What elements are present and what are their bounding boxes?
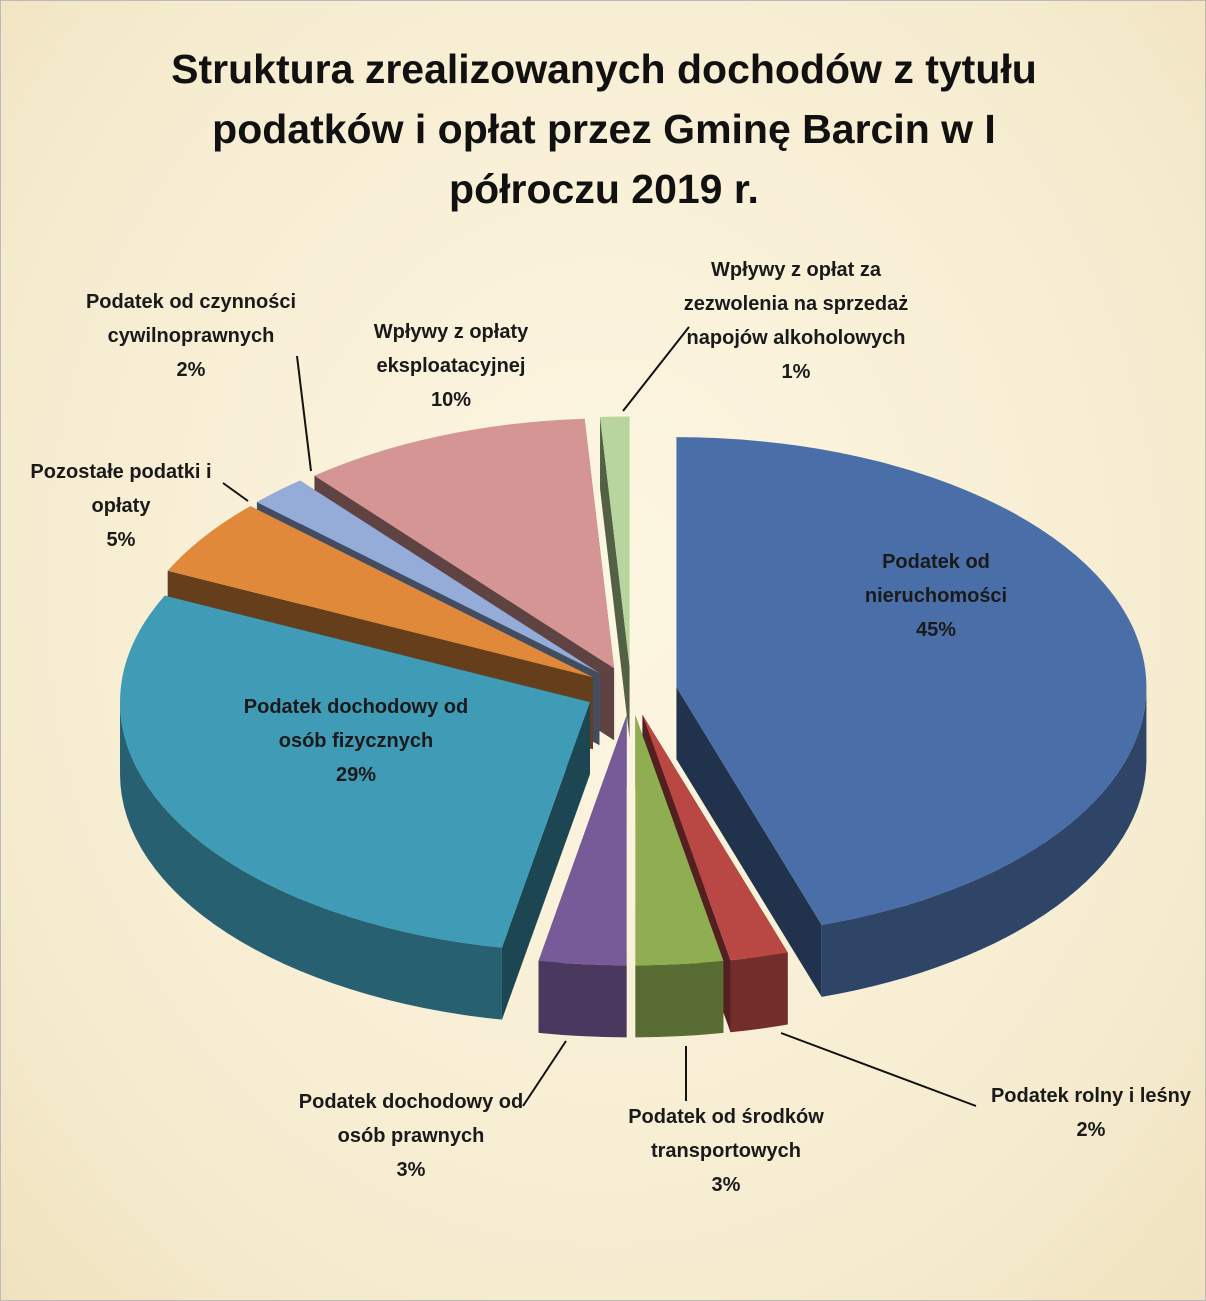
category-label: Podatek dochodowy od osób fizycznych <box>243 696 469 752</box>
chart-title: Struktura zrealizowanych dochodów z tytu… <box>171 46 1037 212</box>
slice <box>538 715 627 966</box>
value-label: 5% <box>106 529 136 551</box>
slice-label: Wpływy z opłat za zezwolenia na sprzedaż… <box>681 253 911 389</box>
slice <box>642 714 788 961</box>
value-label: 3% <box>711 1174 741 1196</box>
category-label: Podatek od czynności cywilnoprawnych <box>85 291 297 347</box>
leader-line <box>780 1032 977 1107</box>
category-label: Podatek rolny i leśny <box>990 1085 1192 1107</box>
slice <box>600 416 630 667</box>
slice-side <box>821 687 1147 997</box>
slice-side <box>538 960 627 1038</box>
slice <box>167 506 593 678</box>
slice-side <box>730 952 788 1033</box>
slice-label: Podatek od nieruchomości 45% <box>836 545 1036 647</box>
slice-side <box>120 702 502 1020</box>
slice-label: Wpływy z opłaty eksploatacyjnej 10% <box>351 315 551 417</box>
value-label: 2% <box>176 359 206 381</box>
slice-label: Podatek od środków transportowych 3% <box>606 1100 846 1202</box>
leader-line <box>296 355 312 472</box>
value-label: 29% <box>335 764 377 786</box>
slice <box>314 418 615 669</box>
leader-line <box>222 482 249 502</box>
value-label: 45% <box>915 619 957 641</box>
value-label: 2% <box>1076 1119 1106 1141</box>
slice-label: Podatek dochodowy od osób prawnych 3% <box>291 1085 531 1187</box>
slice <box>676 437 1147 925</box>
slice-side <box>501 702 591 1020</box>
slice-side <box>676 687 822 997</box>
slice-side <box>600 417 630 739</box>
slice <box>635 715 724 966</box>
category-label: Wpływy z opłaty eksploatacyjnej <box>373 321 529 377</box>
slice-label: Pozostałe podatki i opłaty 5% <box>11 455 231 557</box>
slice-side <box>635 960 724 1038</box>
slice-label: Podatek dochodowy od osób fizycznych 29% <box>226 690 486 792</box>
category-label: Podatek od nieruchomości <box>864 551 1008 607</box>
category-label: Pozostałe podatki i opłaty <box>30 461 212 517</box>
value-label: 3% <box>396 1159 426 1181</box>
slice-label: Podatek od czynności cywilnoprawnych 2% <box>81 285 301 387</box>
category-label: Wpływy z opłat za zezwolenia na sprzedaż… <box>683 259 909 349</box>
leader-line <box>622 326 690 412</box>
leader-line <box>522 1040 567 1107</box>
value-label: 10% <box>430 389 472 411</box>
value-label: 1% <box>781 361 811 383</box>
slice-label: Podatek rolny i leśny 2% <box>975 1079 1205 1147</box>
slice <box>256 480 600 674</box>
category-label: Podatek od środków transportowych <box>628 1106 824 1162</box>
slice <box>120 595 591 948</box>
category-label: Podatek dochodowy od osób prawnych <box>298 1091 524 1147</box>
